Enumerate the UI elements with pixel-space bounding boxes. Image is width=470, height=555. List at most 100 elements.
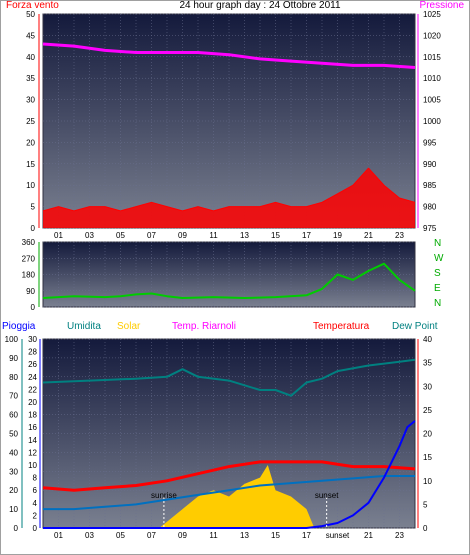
rain-y-tick-22: 22 [28,385,37,394]
pressure-line [42,42,416,69]
humidity-y-tick-40: 40 [9,448,18,457]
bottom-x-tick-11: 11 [209,531,218,540]
temperature-y-tick-35: 35 [423,359,432,368]
wind-y-tick-20: 20 [26,138,35,147]
pressure-y-tick-980: 980 [423,203,437,212]
direction-s: S [434,268,441,279]
rain-y-tick-6: 6 [33,486,38,495]
wind-y-tick-45: 45 [26,31,35,40]
temperature-y-tick-30: 30 [423,382,432,391]
wind-y-tick-10: 10 [26,181,35,190]
wind-pressure-x-tick-11: 11 [209,231,218,240]
direction-e: E [434,283,441,294]
humidity-y-tick-10: 10 [9,505,18,514]
direction-y-tick-0: 0 [31,303,36,312]
wind-pressure-x-tick-13: 13 [240,231,249,240]
bottom-x-tick-17: 17 [302,531,311,540]
temperature-y-tick-0: 0 [423,524,428,533]
rain-line [43,420,416,529]
humidity-y-tick-0: 0 [14,524,19,533]
wind-y-tick-50: 50 [26,10,35,19]
wind-speed-area [43,168,415,228]
humidity-y-tick-100: 100 [5,335,19,344]
rain-y-tick-10: 10 [28,461,37,470]
bottom-x-tick-05: 05 [116,531,125,540]
chart-title: 24 hour graph day : 24 Ottobre 2011 [179,0,341,11]
bottom-x-tick-sunset: sunset [326,531,350,540]
rain-y-tick-20: 20 [28,398,37,407]
temperature-y-tick-5: 5 [423,500,428,509]
direction-y-tick-180: 180 [22,271,36,280]
pressure-y-tick-1010: 1010 [423,74,441,83]
direction-n-top: N [434,238,442,249]
bottom-x-tick-03: 03 [85,531,94,540]
temperature-line [42,460,416,492]
rain-y-tick-18: 18 [28,411,37,420]
wind-y-tick-35: 35 [26,74,35,83]
sunset-label: sunset [315,491,339,500]
humidity-y-tick-90: 90 [9,354,18,363]
direction-y-tick-360: 360 [22,238,36,247]
wind-pressure-x-tick-05: 05 [116,231,125,240]
humidity-y-tick-20: 20 [9,486,18,495]
humidity-y-tick-50: 50 [9,430,18,439]
wind-pressure-x-tick-19: 19 [333,231,342,240]
wind-pressure-x-tick-23: 23 [395,231,404,240]
temperature-y-tick-15: 15 [423,453,432,462]
rain-y-tick-16: 16 [28,423,37,432]
direction-n-bottom: N [434,298,442,309]
rain-y-tick-2: 2 [33,511,38,520]
wind-pressure-x-tick-17: 17 [302,231,311,240]
pressure-y-tick-985: 985 [423,181,437,190]
bottom-x-tick-01: 01 [54,531,63,540]
wind-y-tick-0: 0 [31,224,36,233]
rain-label: Pioggia [2,321,36,332]
bottom-x-tick-09: 09 [178,531,187,540]
wind-pressure-x-tick-15: 15 [271,231,280,240]
bottom-x-tick-07: 07 [147,531,156,540]
direction-y-tick-90: 90 [26,287,35,296]
temperature-y-tick-25: 25 [423,406,432,415]
pressure-y-tick-990: 990 [423,160,437,169]
wind-pressure-x-tick-07: 07 [147,231,156,240]
humidity-label: Umidita [67,321,101,332]
wind-direction-line [42,262,416,299]
pressure-y-tick-975: 975 [423,224,437,233]
dewpoint-label: Dew Point [392,321,438,332]
wind-pressure-x-tick-03: 03 [85,231,94,240]
wind-pressure-x-tick-09: 09 [178,231,187,240]
humidity-y-tick-80: 80 [9,373,18,382]
wind-y-tick-40: 40 [26,53,35,62]
bottom-x-tick-13: 13 [240,531,249,540]
wind-y-tick-25: 25 [26,117,35,126]
pressure-y-tick-1015: 1015 [423,53,441,62]
direction-w: W [434,253,444,264]
rain-y-tick-24: 24 [28,373,37,382]
pressure-label: Pressione [419,0,464,11]
humidity-y-tick-60: 60 [9,411,18,420]
temperature-y-tick-10: 10 [423,477,432,486]
pressure-y-tick-1005: 1005 [423,96,441,105]
rain-y-tick-12: 12 [28,448,37,457]
wind-y-tick-30: 30 [26,96,35,105]
rain-y-tick-4: 4 [33,499,38,508]
temperature-y-tick-20: 20 [423,430,432,439]
wind-pressure-x-tick-01: 01 [54,231,63,240]
humidity-line [42,358,416,397]
pressure-y-tick-995: 995 [423,138,437,147]
pressure-y-tick-1000: 1000 [423,117,441,126]
solar-area [159,465,315,528]
rain-y-tick-8: 8 [33,474,38,483]
wind-y-tick-5: 5 [31,203,36,212]
temperature-label: Temperatura [313,321,370,332]
solar-label: Solar [117,321,141,332]
humidity-y-tick-30: 30 [9,467,18,476]
dewpoint-line [43,475,415,511]
temperature-y-tick-40: 40 [423,335,432,344]
wind-pressure-x-tick-21: 21 [364,231,373,240]
direction-y-tick-270: 270 [22,254,36,263]
pressure-y-tick-1025: 1025 [423,10,441,19]
temp-riarnoli-label: Temp. Riarnoli [172,321,236,332]
rain-y-tick-30: 30 [28,335,37,344]
